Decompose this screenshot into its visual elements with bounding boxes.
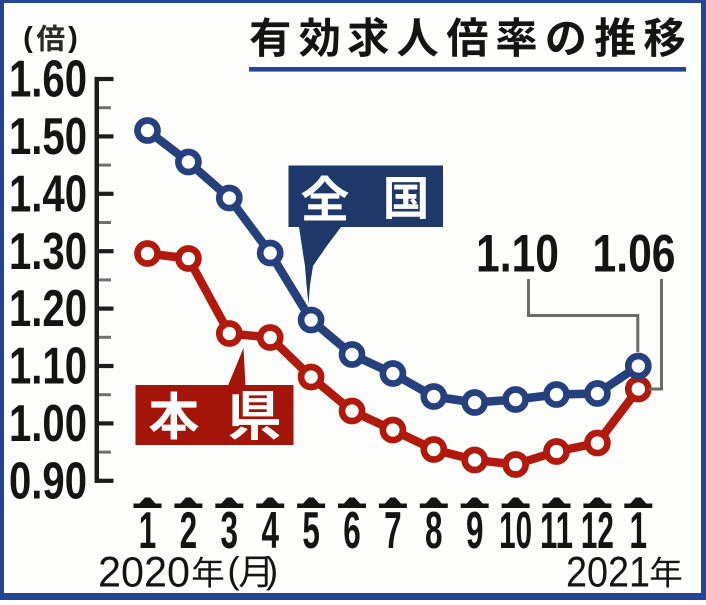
- svg-text:9: 9: [466, 502, 484, 560]
- svg-text:1.50: 1.50: [9, 107, 87, 165]
- svg-text:4: 4: [261, 502, 279, 560]
- svg-text:1.06: 1.06: [593, 225, 676, 284]
- svg-text:2: 2: [180, 502, 198, 560]
- svg-text:(: (: [227, 550, 240, 591]
- svg-text:): ): [68, 22, 78, 54]
- svg-text:1.60: 1.60: [9, 50, 87, 108]
- svg-text:0.90: 0.90: [9, 451, 87, 509]
- svg-text:6: 6: [343, 502, 361, 560]
- svg-text:7: 7: [384, 502, 402, 560]
- svg-text:(: (: [23, 22, 33, 54]
- svg-text:1.20: 1.20: [9, 279, 87, 337]
- svg-text:): ): [266, 550, 278, 591]
- svg-text:2020: 2020: [98, 550, 190, 597]
- svg-text:1.00: 1.00: [9, 394, 87, 452]
- svg-text:10: 10: [499, 502, 532, 560]
- svg-text:1.10: 1.10: [9, 337, 87, 395]
- svg-text:1.40: 1.40: [9, 164, 87, 222]
- svg-text:1.10: 1.10: [476, 225, 559, 284]
- svg-text:3: 3: [221, 502, 239, 560]
- svg-text:1.30: 1.30: [9, 222, 87, 280]
- svg-text:11: 11: [540, 502, 573, 560]
- svg-text:5: 5: [302, 502, 320, 560]
- svg-text:8: 8: [425, 502, 443, 560]
- svg-text:12: 12: [581, 502, 614, 560]
- svg-text:2021: 2021: [566, 550, 650, 597]
